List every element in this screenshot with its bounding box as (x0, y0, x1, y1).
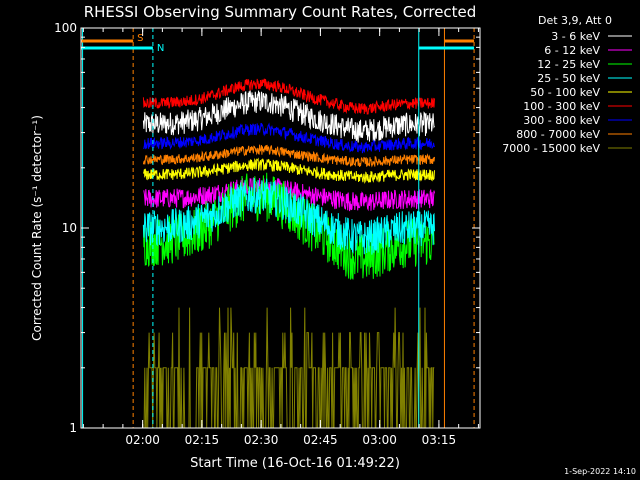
marker-label-s: S (137, 33, 143, 44)
legend-label-6: 100 - 300 keV (523, 100, 600, 113)
x-tick-label: 02:15 (185, 433, 220, 447)
series-trace-8 (142, 144, 435, 168)
x-tick-label: 02:45 (303, 433, 338, 447)
legend-label-7: 300 - 800 keV (523, 114, 600, 127)
x-axis-label: Start Time (16-Oct-16 01:49:22) (190, 456, 400, 471)
series-trace-2 (143, 177, 435, 212)
series-trace-4 (142, 177, 435, 255)
y-tick-label: 100 (54, 21, 77, 35)
legend-label-4: 25 - 50 keV (537, 72, 600, 85)
legend-label-3: 12 - 25 keV (537, 58, 600, 71)
x-tick-label: 02:30 (244, 433, 279, 447)
series-trace-6 (142, 78, 435, 115)
axes-layer: 1 10 100 02:00 02:15 02:30 02:45 03:00 03:15 (54, 21, 481, 447)
legend-label-2: 6 - 12 keV (544, 44, 600, 57)
x-tick-label: 03:15 (422, 433, 457, 447)
y-tick-label: 10 (62, 221, 77, 235)
legend-label-8: 800 - 7000 keV (516, 128, 600, 141)
series-trace-1 (142, 90, 435, 143)
x-tick-label: 03:00 (362, 433, 397, 447)
x-tick-label: 02:00 (125, 433, 160, 447)
legend-label-9: 7000 - 15000 keV (502, 142, 600, 155)
footer-timestamp: 1-Sep-2022 14:10 (564, 467, 636, 476)
legend-title: Det 3,9, Att 0 (538, 14, 612, 27)
series-trace-5 (142, 157, 435, 185)
marker-label-n: N (157, 43, 164, 54)
y-axis-label: Corrected Count Rate (s⁻¹ detector⁻¹) (30, 115, 44, 341)
legend-label-1: 3 - 6 keV (551, 30, 600, 43)
y-tick-label: 1 (69, 421, 77, 435)
legend-label-5: 50 - 100 keV (530, 86, 600, 99)
series-trace-7 (142, 122, 435, 154)
chart-title: RHESSI Observing Summary Count Rates, Co… (84, 3, 477, 21)
